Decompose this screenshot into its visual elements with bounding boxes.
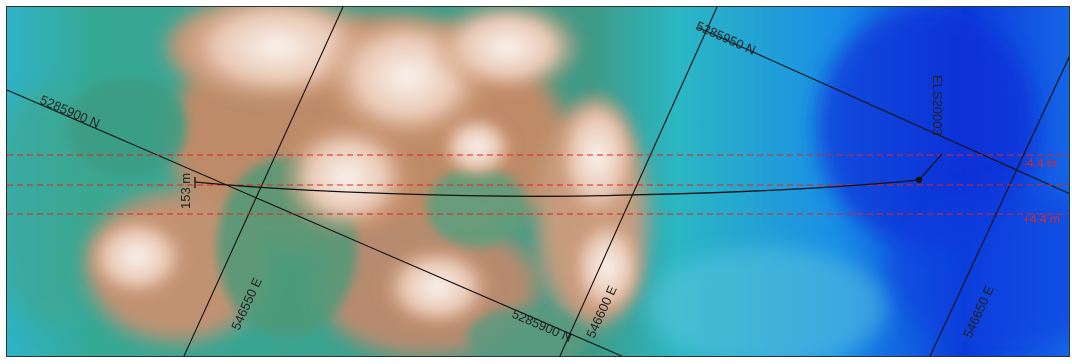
- station-label: ELS20003: [930, 75, 945, 136]
- station-marker[interactable]: [915, 176, 923, 184]
- terrain-raster: [7, 7, 1069, 356]
- buffer-upper-label: -4.4 m: [1023, 156, 1057, 170]
- buffer-lines: [7, 154, 1069, 215]
- easting-line-546600: [559, 7, 718, 356]
- track-line: [194, 153, 943, 197]
- map-view[interactable]: 5285950 N 5285900 N 5285900 N 546550 E 5…: [6, 6, 1070, 357]
- elevation-map[interactable]: 5285950 N 5285900 N 5285900 N 546550 E 5…: [7, 7, 1070, 357]
- distance-label: 153 m: [178, 173, 193, 209]
- northing-line-5285950: [696, 26, 1069, 195]
- easting-line-546650: [929, 55, 1069, 356]
- buffer-lower-label: +4.4 m: [1023, 212, 1060, 226]
- survey-track: [194, 153, 943, 197]
- northing-line-5285900: [7, 89, 623, 356]
